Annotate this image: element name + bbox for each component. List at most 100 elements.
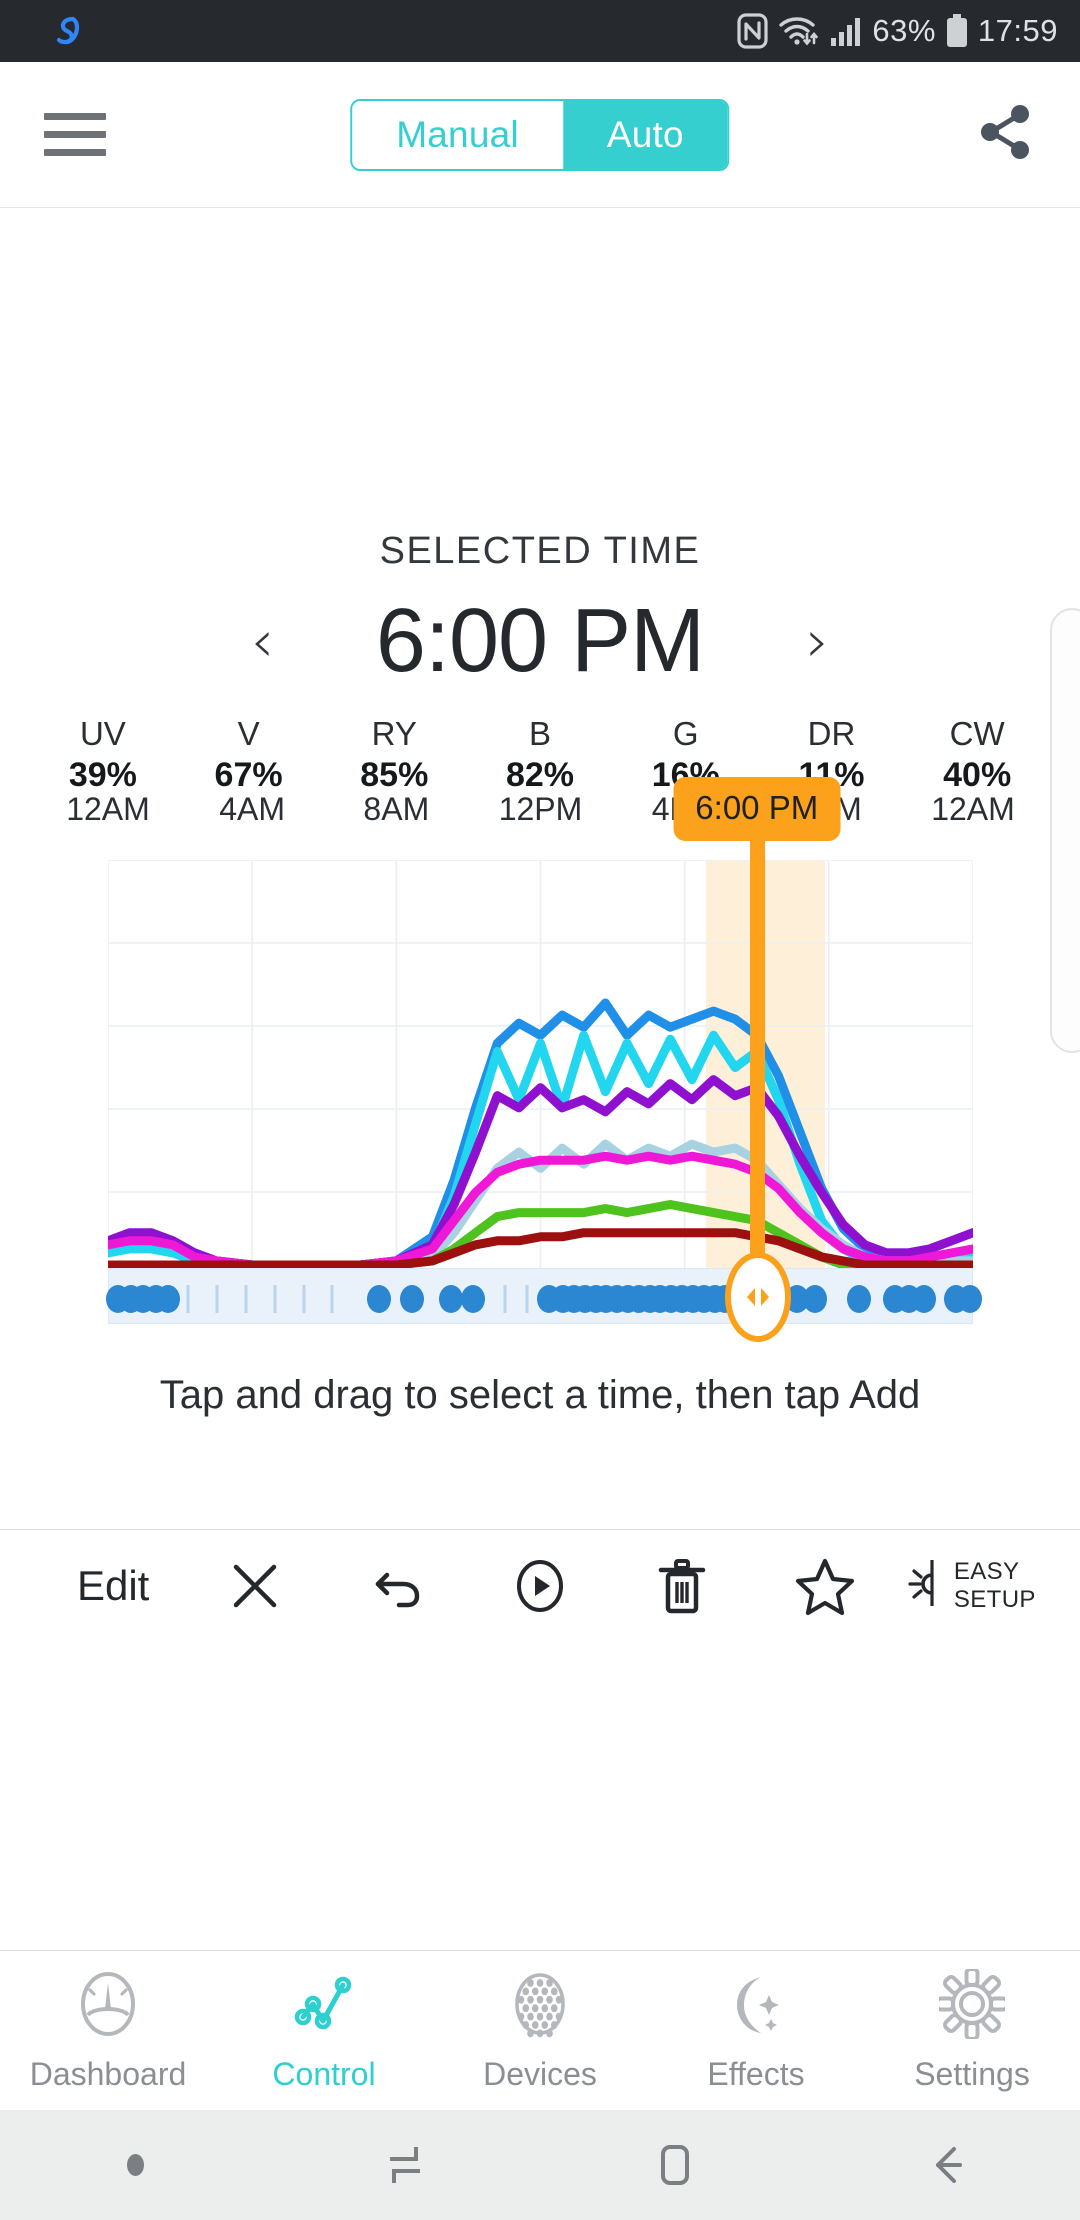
track-point[interactable] [461, 1285, 486, 1313]
mode-segmented-control[interactable]: Manual Auto [350, 98, 730, 171]
track-tick [330, 1285, 334, 1313]
track-point[interactable] [958, 1285, 983, 1313]
android-status-bar: 63% 17:59 [0, 0, 1080, 62]
channel-cw: CW 40% [904, 713, 1050, 797]
x-tick-2: 8AM [363, 791, 430, 827]
chart-x-axis: 12AM4AM8AM12PM4PM8PM12AM6:00 PM [0, 777, 1080, 841]
selected-time-caption: SELECTED TIME [379, 530, 701, 572]
channel-name: UV [79, 715, 126, 752]
time-point-track[interactable] [106, 1252, 983, 1342]
brightness-setup-icon [898, 1556, 942, 1615]
trash-icon[interactable] [611, 1557, 753, 1615]
x-tick-3: 12PM [498, 791, 583, 827]
track-point[interactable] [399, 1285, 424, 1313]
channel-b: B 82% [467, 713, 613, 797]
selected-time-stepper: ‹ 6:00 PM › [0, 586, 1080, 696]
nav-label-dashboard: Dashboard [29, 2055, 187, 2092]
tab-auto[interactable]: Auto [562, 100, 728, 169]
channel-value: 85% [360, 756, 429, 795]
nav-label-settings: Settings [914, 2055, 1030, 2092]
track-point[interactable] [439, 1285, 464, 1313]
x-tick-0: 12AM [66, 791, 150, 827]
moon-stars-icon [723, 1969, 789, 2044]
x-tick-6: 12AM [931, 791, 1015, 827]
track-point[interactable] [367, 1285, 392, 1313]
track-tick [186, 1285, 190, 1313]
channel-value: 39% [68, 756, 137, 795]
easy-setup-line1: EASY [953, 1557, 1020, 1585]
nav-item-devices[interactable]: Devices [432, 1951, 648, 2110]
recents-icon[interactable] [270, 2138, 540, 2192]
easy-setup-line2: SETUP [953, 1585, 1036, 1613]
channel-value: 67% [214, 756, 283, 795]
time-cursor-tooltip: 6:00 PM [673, 777, 841, 841]
hint-text: Tap and drag to select a time, then tap … [159, 1373, 921, 1417]
play-circle-icon[interactable] [469, 1557, 611, 1615]
edit-button[interactable]: Edit [42, 1562, 184, 1610]
channel-uv: UV 39% [30, 713, 176, 797]
app-logo-s-icon [48, 11, 88, 51]
time-cursor-line[interactable] [749, 812, 765, 1315]
schedule-line-chart[interactable] [108, 812, 973, 1315]
nav-item-control[interactable]: Control [216, 1951, 432, 2110]
channel-name: CW [949, 715, 1005, 752]
gear-icon [935, 1966, 1009, 2044]
easy-setup-button[interactable]: EASY SETUP [896, 1556, 1038, 1615]
star-icon[interactable] [753, 1556, 895, 1616]
left-right-arrows-icon [746, 1288, 769, 1306]
hamburger-menu-icon[interactable] [44, 113, 106, 156]
status-bar-icons: 63% 17:59 [737, 13, 1058, 49]
bottom-navigation: Dashboard Control Devices [0, 1950, 1080, 2110]
undo-icon[interactable] [327, 1557, 469, 1615]
track-tick [273, 1285, 277, 1313]
track-tick [244, 1285, 248, 1313]
chart-curves [108, 860, 973, 1275]
track-tick [503, 1285, 507, 1313]
tab-manual[interactable]: Manual [352, 100, 563, 169]
edit-label: Edit [76, 1561, 150, 1609]
chevron-left-icon[interactable]: ‹ [250, 607, 274, 675]
easy-setup-label: EASY SETUP [954, 1558, 1036, 1613]
channel-ry: RY 85% [321, 713, 467, 797]
led-grid-icon [507, 1969, 573, 2044]
track-point[interactable] [846, 1285, 871, 1313]
cellular-signal-icon [830, 15, 862, 47]
nav-item-settings[interactable]: Settings [864, 1951, 1080, 2110]
edit-toolbar: Edit [0, 1529, 1080, 1641]
nav-dot-icon[interactable] [0, 2154, 270, 2176]
clock-label: 17:59 [977, 13, 1058, 48]
chevron-right-icon[interactable]: › [806, 607, 830, 675]
share-icon[interactable] [974, 101, 1036, 168]
gauge-icon [75, 1969, 141, 2044]
line-chart-icon [291, 1969, 357, 2044]
channel-values-row: UV 39% V 67% RY 85% B 82% G 16% DR 11% CW 40% [0, 713, 1080, 797]
track-point[interactable] [803, 1285, 828, 1313]
selected-time-value: 6:00 PM [375, 590, 705, 691]
track-point[interactable] [911, 1285, 936, 1313]
channel-name: RY [371, 715, 417, 752]
channel-value: 40% [943, 756, 1012, 795]
android-navigation-bar [0, 2110, 1080, 2220]
back-arrow-icon[interactable] [810, 2138, 1080, 2192]
home-square-icon[interactable] [540, 2138, 810, 2192]
nav-item-effects[interactable]: Effects [648, 1951, 864, 2110]
next-card-peek[interactable] [1050, 608, 1080, 1053]
nav-item-dashboard[interactable]: Dashboard [0, 1951, 216, 2110]
wifi-icon [778, 14, 820, 48]
x-tick-1: 4AM [219, 791, 286, 827]
battery-icon [946, 14, 968, 48]
channel-v: V 67% [176, 713, 322, 797]
control-schedule-panel: SELECTED TIME ‹ 6:00 PM › UV 39% V 67% RY 85%… [0, 208, 1080, 1488]
track-tick [302, 1285, 306, 1313]
nav-label-control: Control [272, 2055, 376, 2092]
close-x-icon[interactable] [184, 1558, 326, 1614]
channel-name: DR [807, 715, 856, 752]
track-point[interactable] [156, 1285, 181, 1313]
channel-name: G [672, 715, 699, 752]
channel-value: 82% [505, 756, 575, 795]
channel-name: V [237, 715, 260, 752]
channel-name: B [529, 715, 552, 752]
time-drag-handle[interactable] [724, 1252, 791, 1342]
nav-label-effects: Effects [707, 2055, 805, 2092]
